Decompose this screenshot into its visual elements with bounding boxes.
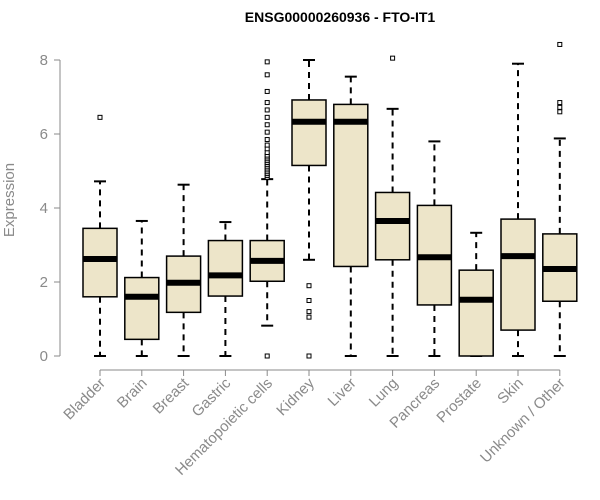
outlier-kidney-2 xyxy=(306,309,312,315)
x-tick-label-breast: Breast xyxy=(150,374,193,417)
outlier-unknown-other-0 xyxy=(557,109,563,115)
outlier-lung-0 xyxy=(390,55,396,61)
outlier-hematopoietic-cells-24 xyxy=(264,72,270,78)
box-kidney xyxy=(291,99,327,167)
outlier-hematopoietic-cells-25 xyxy=(264,59,270,65)
outlier-hematopoietic-cells-16 xyxy=(264,142,270,148)
outlier-kidney-0 xyxy=(306,283,312,289)
box-bladder xyxy=(82,227,118,298)
outlier-kidney-4 xyxy=(306,353,312,359)
outlier-hematopoietic-cells-18 xyxy=(264,129,270,135)
outlier-kidney-3 xyxy=(306,314,312,320)
outlier-hematopoietic-cells-23 xyxy=(264,88,270,94)
x-tick-label-liver: Liver xyxy=(325,375,360,410)
outlier-hematopoietic-cells-0 xyxy=(264,353,270,359)
box-gastric xyxy=(207,239,244,297)
x-tick-label-kidney: Kidney xyxy=(273,374,318,419)
outlier-hematopoietic-cells-19 xyxy=(264,122,270,128)
box-prostate xyxy=(458,269,494,357)
chart-title: ENSG00000260936 - FTO-IT1 xyxy=(245,9,436,25)
box-lung xyxy=(374,191,411,261)
outlier-unknown-other-2 xyxy=(557,100,563,106)
outlier-hematopoietic-cells-21 xyxy=(264,107,270,113)
outlier-bladder-0 xyxy=(97,114,103,120)
x-tick-label-brain: Brain xyxy=(114,375,151,412)
outlier-unknown-other-3 xyxy=(557,41,563,47)
outlier-hematopoietic-cells-20 xyxy=(264,114,270,120)
x-tick-label-prostate: Prostate xyxy=(433,375,485,427)
x-tick-label-lung: Lung xyxy=(366,375,402,411)
y-axis-label: Expression xyxy=(1,163,18,237)
y-tick-label: 4 xyxy=(40,200,48,217)
box-liver xyxy=(333,103,369,268)
outlier-hematopoietic-cells-17 xyxy=(264,137,270,143)
outlier-hematopoietic-cells-22 xyxy=(264,100,270,106)
outlier-kidney-1 xyxy=(306,298,312,303)
y-tick-label: 6 xyxy=(40,126,48,143)
y-tick-label: 2 xyxy=(40,274,48,291)
box-brain xyxy=(124,276,160,341)
outlier-unknown-other-1 xyxy=(557,104,563,110)
x-tick-label-skin: Skin xyxy=(494,375,527,408)
y-tick-label: 8 xyxy=(40,52,48,69)
box-skin xyxy=(500,218,536,331)
x-tick-label-bladder: Bladder xyxy=(60,375,109,424)
y-tick-label: 0 xyxy=(40,348,48,365)
